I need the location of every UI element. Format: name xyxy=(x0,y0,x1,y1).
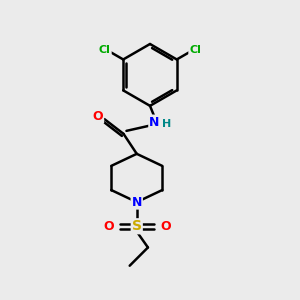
Text: O: O xyxy=(160,220,171,233)
Text: N: N xyxy=(132,196,142,208)
Text: O: O xyxy=(103,220,113,233)
Text: H: H xyxy=(162,119,171,129)
Text: O: O xyxy=(93,110,103,123)
Text: N: N xyxy=(149,116,160,128)
Text: Cl: Cl xyxy=(189,45,201,55)
Text: S: S xyxy=(132,219,142,233)
Text: Cl: Cl xyxy=(99,45,111,55)
